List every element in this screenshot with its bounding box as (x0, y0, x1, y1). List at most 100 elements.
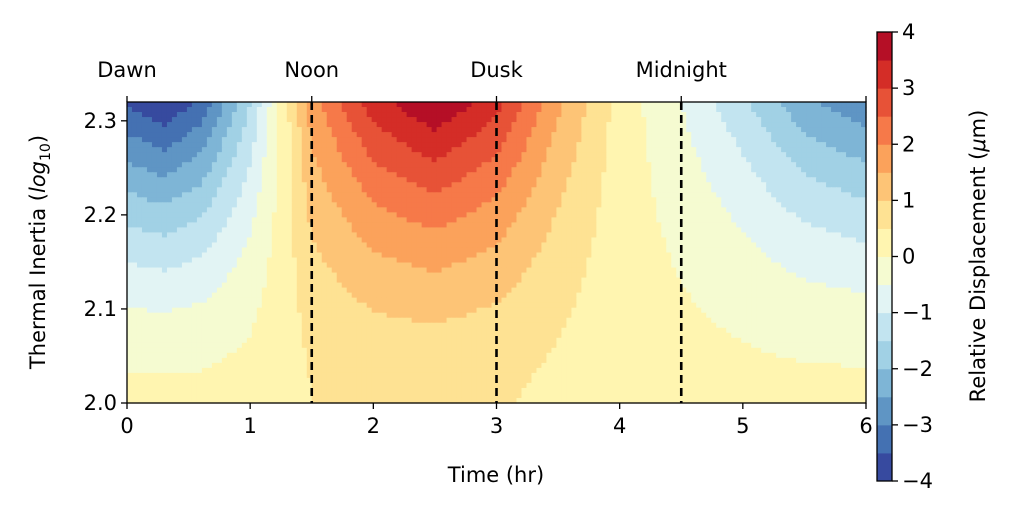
contour-cell (591, 267, 597, 274)
contour-cell (231, 222, 238, 229)
contour-cell (271, 212, 278, 218)
contour-cell (666, 162, 672, 168)
contour-cell (127, 267, 133, 274)
contour-cell (346, 147, 353, 153)
contour-cell (521, 102, 528, 108)
contour-cell (186, 197, 193, 203)
contour-cell (811, 237, 817, 244)
contour-cell (681, 207, 687, 213)
contour-cell (221, 242, 228, 249)
contour-cell (661, 167, 667, 173)
contour-cell (186, 167, 193, 173)
contour-cell (666, 247, 672, 254)
contour-cell (816, 257, 822, 264)
contour-cell (231, 207, 238, 213)
contour-cell (241, 157, 248, 163)
contour-cell (321, 217, 328, 223)
contour-cell (281, 157, 288, 163)
contour-cell (581, 107, 587, 113)
contour-cell (521, 192, 528, 198)
contour-cell (461, 167, 468, 173)
contour-cell (501, 217, 508, 223)
contour-cell (246, 177, 253, 183)
contour-cell (161, 167, 168, 173)
contour-cell (356, 262, 363, 269)
contour-cell (341, 112, 348, 118)
contour-cell (776, 132, 782, 138)
contour-cell (641, 192, 647, 198)
contour-cell (371, 247, 378, 254)
contour-cell (416, 112, 423, 118)
contour-cell (856, 117, 862, 123)
contour-cell (836, 252, 842, 259)
contour-cell (761, 202, 767, 208)
contour-cell (201, 157, 208, 163)
contour-cell (266, 232, 273, 239)
contour-cell (141, 237, 148, 244)
contour-cell (501, 187, 508, 193)
contour-cell (621, 232, 627, 239)
contour-cell (641, 107, 647, 113)
contour-cell (521, 197, 528, 203)
contour-cell (271, 162, 278, 168)
contour-cell (211, 237, 218, 244)
contour-cell (551, 247, 558, 254)
contour-cell (156, 132, 163, 138)
contour-cell (256, 217, 263, 223)
contour-cell (736, 117, 742, 123)
contour-cell (421, 142, 428, 148)
contour-cell (716, 212, 722, 218)
contour-cell (556, 122, 563, 128)
contour-cell (556, 107, 563, 113)
contour-cell (726, 122, 732, 128)
contour-cell (806, 237, 812, 244)
contour-cell (736, 237, 742, 244)
contour-cell (581, 267, 587, 274)
contour-cell (831, 127, 837, 133)
contour-cell (276, 257, 283, 264)
contour-cell (766, 142, 772, 148)
contour-cell (136, 107, 143, 113)
contour-cell (681, 102, 687, 108)
contour-cell (476, 182, 483, 188)
contour-cell (231, 217, 238, 223)
contour-cell (186, 112, 193, 118)
contour-cell (411, 212, 418, 218)
contour-cell (156, 242, 163, 249)
contour-cell (206, 197, 213, 203)
contour-cell (806, 212, 812, 218)
contour-cell (711, 132, 717, 138)
contour-cell (461, 222, 468, 229)
contour-cell (636, 212, 642, 218)
contour-cell (606, 207, 612, 213)
contour-cell (611, 247, 617, 254)
contour-cell (781, 127, 787, 133)
contour-cell (551, 127, 558, 133)
contour-cell (366, 257, 373, 264)
contour-cell (296, 192, 303, 198)
contour-cell (821, 217, 827, 223)
contour-cell (731, 107, 737, 113)
contour-cell (786, 162, 792, 168)
contour-cell (836, 177, 842, 183)
contour-cell (421, 192, 428, 198)
contour-cell (201, 172, 208, 178)
contour-cell (706, 212, 712, 218)
contour-cell (156, 267, 163, 274)
contour-cell (696, 192, 702, 198)
contour-cell (571, 132, 577, 138)
contour-cell (651, 137, 657, 143)
contour-cell (766, 102, 772, 108)
contour-cell (751, 172, 757, 178)
contour-cell (256, 187, 263, 193)
contour-cell (381, 252, 388, 259)
contour-cell (591, 177, 597, 183)
contour-cell (471, 107, 478, 113)
contour-cell (776, 212, 782, 218)
contour-cell (606, 247, 612, 254)
contour-cell (351, 197, 358, 203)
contour-cell (316, 112, 323, 118)
contour-cell (271, 237, 278, 244)
contour-cell (536, 172, 543, 178)
contour-cell (536, 157, 543, 163)
